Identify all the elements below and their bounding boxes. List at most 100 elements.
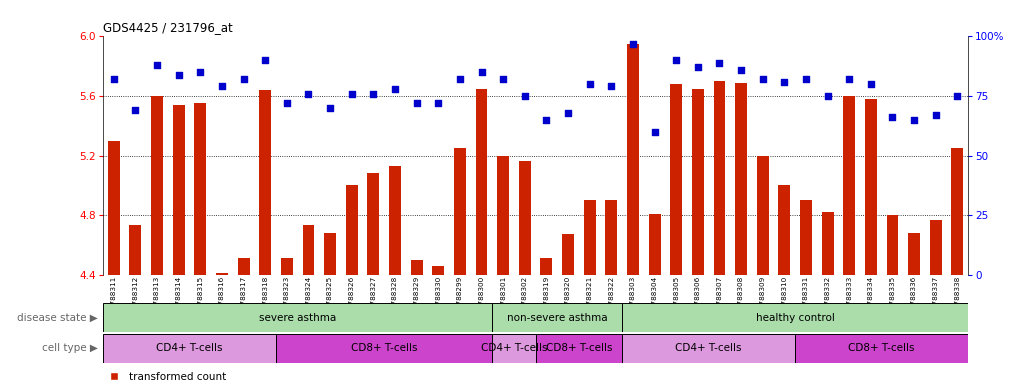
Bar bbox=[476, 89, 487, 275]
Bar bbox=[844, 96, 855, 275]
Bar bbox=[108, 141, 119, 275]
Bar bbox=[276, 334, 492, 363]
Text: CD8+ T-cells: CD8+ T-cells bbox=[546, 343, 612, 354]
Bar bbox=[627, 44, 639, 275]
Point bbox=[840, 76, 857, 83]
Point bbox=[884, 114, 900, 121]
Point bbox=[365, 91, 381, 97]
Point bbox=[581, 81, 597, 87]
Bar bbox=[622, 303, 968, 332]
Point bbox=[213, 83, 230, 89]
Point bbox=[235, 76, 251, 83]
Bar bbox=[389, 166, 401, 275]
Text: cell type ▶: cell type ▶ bbox=[42, 343, 98, 354]
Point bbox=[667, 57, 684, 63]
Text: severe asthma: severe asthma bbox=[259, 313, 336, 323]
Point bbox=[192, 69, 208, 75]
Bar bbox=[822, 212, 833, 275]
Bar bbox=[735, 83, 747, 275]
Point bbox=[624, 41, 641, 47]
Legend: transformed count, percentile rank within the sample: transformed count, percentile rank withi… bbox=[108, 372, 305, 384]
Bar bbox=[795, 334, 968, 363]
Bar bbox=[541, 258, 552, 275]
Point bbox=[451, 76, 468, 83]
Bar bbox=[800, 200, 812, 275]
Text: CD4+ T-cells: CD4+ T-cells bbox=[157, 343, 222, 354]
Point bbox=[408, 100, 424, 106]
Point bbox=[927, 112, 943, 118]
Bar bbox=[887, 215, 898, 275]
Point bbox=[300, 91, 316, 97]
Bar bbox=[303, 225, 314, 275]
Point bbox=[603, 83, 619, 89]
Point bbox=[776, 79, 792, 85]
Point bbox=[127, 107, 143, 113]
Point bbox=[819, 93, 835, 99]
Point bbox=[754, 76, 770, 83]
Bar bbox=[130, 225, 141, 275]
Point bbox=[732, 67, 749, 73]
Point bbox=[862, 81, 879, 87]
Bar bbox=[281, 258, 293, 275]
Point bbox=[646, 129, 662, 135]
Point bbox=[905, 117, 922, 123]
Bar bbox=[346, 185, 357, 275]
Bar bbox=[492, 303, 622, 332]
Bar bbox=[757, 156, 768, 275]
Point bbox=[689, 65, 706, 71]
Bar bbox=[649, 214, 660, 275]
Bar bbox=[584, 200, 595, 275]
Text: CD8+ T-cells: CD8+ T-cells bbox=[351, 343, 417, 354]
Point bbox=[278, 100, 295, 106]
Point bbox=[105, 76, 122, 83]
Bar bbox=[714, 81, 725, 275]
Text: disease state ▶: disease state ▶ bbox=[18, 313, 98, 323]
Bar bbox=[671, 84, 682, 275]
Bar bbox=[562, 234, 574, 275]
Bar bbox=[216, 273, 228, 275]
Bar bbox=[622, 334, 795, 363]
Bar bbox=[952, 148, 963, 275]
Point bbox=[516, 93, 533, 99]
Point bbox=[343, 91, 359, 97]
Point bbox=[256, 57, 273, 63]
Bar bbox=[454, 148, 466, 275]
Bar bbox=[324, 233, 336, 275]
Bar bbox=[497, 156, 509, 275]
Point bbox=[430, 100, 446, 106]
Point bbox=[711, 60, 727, 66]
Point bbox=[321, 105, 338, 111]
Bar bbox=[195, 103, 206, 275]
Text: CD8+ T-cells: CD8+ T-cells bbox=[849, 343, 915, 354]
Bar bbox=[260, 90, 271, 275]
Bar bbox=[779, 185, 790, 275]
Point bbox=[386, 86, 403, 92]
Bar bbox=[411, 260, 422, 275]
Point bbox=[538, 117, 554, 123]
Text: CD4+ T-cells: CD4+ T-cells bbox=[676, 343, 742, 354]
Bar bbox=[151, 96, 163, 275]
Bar bbox=[368, 174, 379, 275]
Point bbox=[559, 109, 576, 116]
Bar bbox=[519, 161, 530, 275]
Point bbox=[473, 69, 489, 75]
Bar bbox=[606, 200, 617, 275]
Bar bbox=[238, 258, 249, 275]
Bar bbox=[908, 233, 920, 275]
Bar bbox=[930, 220, 941, 275]
Bar bbox=[536, 334, 622, 363]
Bar bbox=[103, 334, 276, 363]
Point bbox=[949, 93, 965, 99]
Bar bbox=[433, 266, 444, 275]
Text: non-severe asthma: non-severe asthma bbox=[507, 313, 608, 323]
Text: CD4+ T-cells: CD4+ T-cells bbox=[481, 343, 547, 354]
Text: healthy control: healthy control bbox=[756, 313, 834, 323]
Point bbox=[494, 76, 511, 83]
Point bbox=[148, 62, 165, 68]
Bar bbox=[492, 334, 536, 363]
Bar bbox=[103, 303, 492, 332]
Point bbox=[170, 71, 186, 78]
Bar bbox=[692, 89, 703, 275]
Text: GDS4425 / 231796_at: GDS4425 / 231796_at bbox=[103, 21, 233, 34]
Bar bbox=[173, 105, 184, 275]
